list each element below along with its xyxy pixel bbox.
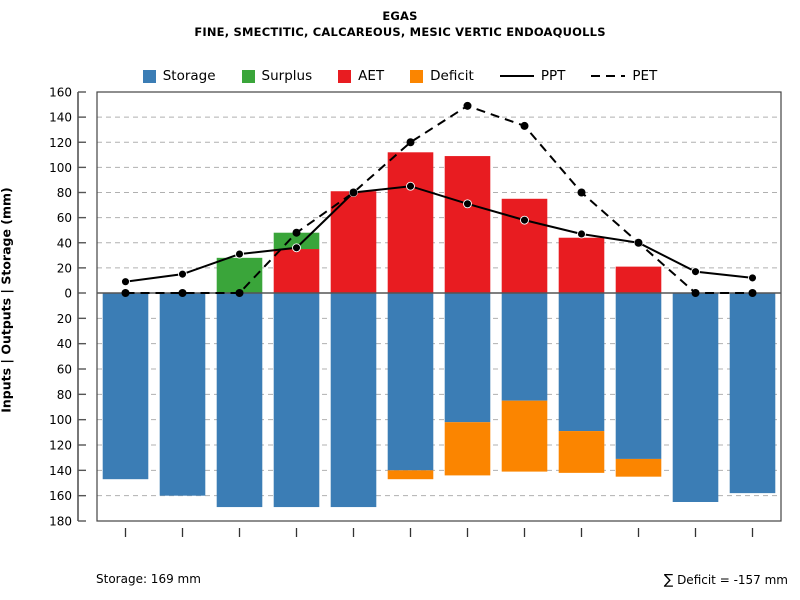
data-point-pet: [235, 289, 244, 297]
legend-swatch-icon: [338, 69, 352, 83]
bar-aet: [273, 249, 320, 293]
bar-storage: [501, 293, 548, 401]
bar-deficit: [444, 422, 491, 476]
bar-aet: [387, 152, 434, 293]
y-axis-tick-label-upper: 20: [57, 261, 72, 275]
series-line-ppt: [125, 185, 753, 283]
y-axis-tick-label-lower: 100: [49, 413, 72, 427]
bar-storage: [615, 293, 662, 459]
data-point-ppt: [691, 267, 700, 277]
bar-aet: [501, 198, 548, 293]
legend-item-aet[interactable]: AET: [338, 68, 384, 84]
data-point-ppt: [235, 249, 244, 259]
y-axis-tick-label-upper: 140: [49, 111, 72, 125]
legend-item-pet[interactable]: PET: [591, 68, 657, 84]
bar-aet: [615, 266, 662, 293]
y-axis-tick-label-upper: 100: [49, 161, 72, 175]
legend-swatch-icon: [142, 69, 156, 83]
deficit-annotation: ∑ Deficit = -157 mm: [664, 572, 788, 588]
bar-storage: [102, 293, 149, 480]
deficit-annotation-text: Deficit = -157 mm: [673, 573, 788, 587]
data-point-pet: [406, 138, 415, 147]
y-axis-tick-label-lower: 80: [57, 388, 72, 402]
bar-storage: [444, 293, 491, 423]
data-point-pet: [577, 188, 586, 197]
bar-storage: [729, 293, 776, 494]
data-point-ppt: [520, 215, 529, 225]
bar-surplus: [216, 257, 263, 293]
bar-deficit: [558, 431, 605, 473]
series-line-pet: [125, 104, 753, 294]
legend-label: Storage: [162, 68, 216, 84]
bar-deficit: [501, 400, 548, 472]
y-axis-tick-label-lower: 180: [49, 515, 72, 529]
y-axis-tick-label-lower: 20: [57, 312, 72, 326]
data-point-pet: [691, 289, 700, 297]
legend-label: Deficit: [430, 68, 474, 84]
y-axis-tick-label-lower: 60: [57, 363, 72, 377]
y-axis-tick-label-upper: 40: [57, 236, 72, 250]
y-axis-tick-label-upper: 160: [49, 86, 72, 100]
bar-aet: [330, 191, 377, 293]
bar-storage: [672, 293, 719, 502]
data-point-pet: [121, 289, 130, 297]
bar-storage: [159, 293, 206, 496]
legend-label: Surplus: [261, 68, 313, 84]
y-axis-tick-label-lower: 140: [49, 464, 72, 478]
data-point-ppt: [748, 273, 757, 283]
legend-item-ppt[interactable]: PPT: [499, 68, 566, 84]
chart-title-line-2: FINE, SMECTITIC, CALCAREOUS, MESIC VERTI…: [194, 25, 606, 39]
sigma-icon: ∑: [663, 572, 674, 588]
legend-label: PET: [632, 68, 658, 84]
storage-annotation: Storage: 169 mm: [96, 572, 201, 586]
y-axis-tick-label-lower: 120: [49, 439, 72, 453]
legend-swatch-icon: [241, 69, 255, 83]
y-axis-tick-label-upper: 0: [64, 287, 72, 301]
legend-item-storage[interactable]: Storage: [142, 68, 216, 84]
legend-item-surplus[interactable]: Surplus: [241, 68, 313, 84]
bar-deficit: [615, 458, 662, 477]
chart-legend: Storage Surplus AET Deficit PPT PET: [0, 68, 800, 84]
data-point-ppt: [178, 269, 187, 279]
plot-area: 160 140 120 100 80 60 40 20 0 20 40 60 80 100 120 140 16…: [49, 86, 782, 537]
data-point-ppt: [463, 199, 472, 209]
data-point-ppt: [577, 229, 586, 239]
data-point-pet: [634, 238, 643, 247]
bar-storage: [330, 293, 377, 508]
data-point-pet: [520, 121, 529, 130]
y-axis-tick-label-upper: 80: [57, 186, 72, 200]
y-axis-tick-label-upper: 60: [57, 211, 72, 225]
data-point-ppt: [121, 277, 130, 287]
legend-label: AET: [358, 68, 385, 84]
data-point-pet: [292, 228, 301, 237]
bar-storage: [558, 293, 605, 432]
y-axis-tick-label-lower: 40: [57, 337, 72, 351]
legend-solid-line-icon: [499, 75, 534, 77]
legend-item-deficit[interactable]: Deficit: [410, 68, 474, 84]
legend-swatch-icon: [410, 69, 424, 83]
data-point-ppt: [406, 181, 415, 191]
plot-frame: [96, 91, 782, 522]
data-point-pet: [349, 188, 358, 197]
bar-storage: [273, 293, 320, 508]
data-point-pet: [178, 289, 187, 297]
y-axis-tick-label-upper: 120: [49, 136, 72, 150]
bar-aet: [558, 237, 605, 293]
chart-title-line-1: EGAS: [382, 9, 418, 23]
legend-dashed-line-icon: [591, 74, 626, 78]
data-point-pet: [748, 289, 757, 297]
bar-deficit: [387, 470, 434, 480]
bar-aet: [444, 156, 491, 293]
chart-title: EGAS FINE, SMECTITIC, CALCAREOUS, MESIC …: [0, 8, 800, 40]
y-axis-tick-label-lower: 160: [49, 489, 72, 503]
bar-storage: [387, 293, 434, 471]
bar-storage: [216, 293, 263, 508]
data-point-ppt: [292, 243, 301, 253]
data-point-pet: [463, 101, 472, 110]
legend-label: PPT: [540, 68, 566, 84]
